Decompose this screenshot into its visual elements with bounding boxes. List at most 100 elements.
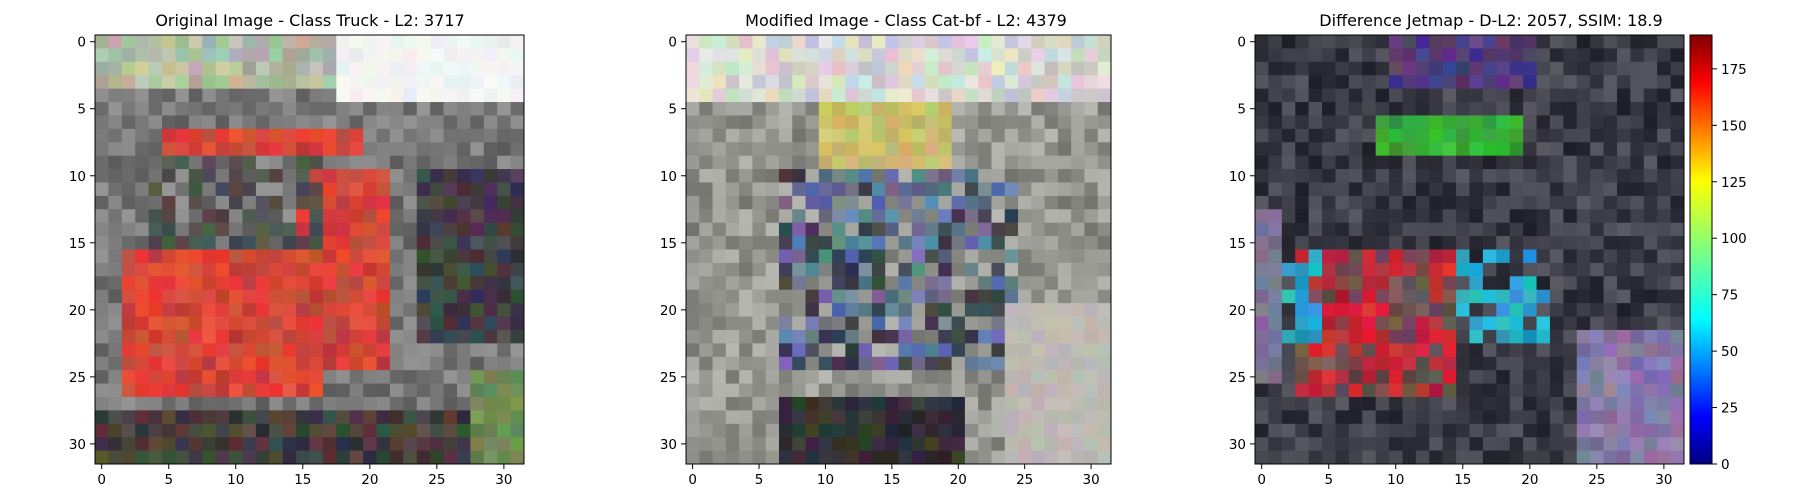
pixel-cell [925, 289, 939, 304]
pixel-cell [964, 102, 979, 116]
pixel-cell [162, 410, 176, 425]
pixel-cell [443, 329, 458, 344]
pixel-cell [269, 195, 284, 210]
pixel-cell [1362, 182, 1377, 197]
pixel-cell [1429, 316, 1444, 331]
pixel-cell [1670, 437, 1685, 452]
pixel-cell [1322, 102, 1336, 116]
pixel-cell [1643, 396, 1658, 411]
pixel-cell [456, 450, 471, 465]
pixel-cell [1469, 410, 1484, 425]
pixel-cell [229, 370, 243, 385]
pixel-cell [1603, 423, 1618, 438]
pixel-cell [510, 303, 525, 318]
pixel-cell [805, 249, 820, 264]
pixel-cell [336, 128, 351, 143]
pixel-cell [148, 410, 163, 425]
pixel-cell [739, 35, 753, 49]
pixel-cell [309, 450, 324, 465]
pixel-cell [1630, 370, 1645, 385]
pixel-cell [1362, 195, 1377, 210]
pixel-cell [898, 236, 913, 250]
pixel-cell [699, 410, 714, 425]
pixel-cell [497, 329, 512, 344]
pixel-cell [1442, 343, 1457, 358]
pixel-cell [188, 289, 203, 304]
pixel-cell [1295, 303, 1310, 318]
pixel-cell [1603, 182, 1618, 197]
pixel-cell [1308, 209, 1323, 224]
pixel-cell [792, 61, 807, 76]
pixel-cell [470, 102, 485, 116]
pixel-cell [1044, 222, 1059, 237]
pixel-cell [1322, 356, 1336, 371]
pixel-cell [1348, 61, 1363, 76]
pixel-cell [1004, 329, 1019, 344]
pixel-cell [1429, 128, 1444, 143]
pixel-cell [1563, 155, 1578, 170]
pixel-cell [898, 276, 913, 291]
pixel-cell [1295, 249, 1310, 264]
pixel-cell [1563, 383, 1578, 398]
pixel-cell [296, 155, 310, 170]
pixel-cell [978, 169, 992, 183]
pixel-cell [470, 115, 485, 130]
pixel-cell [1281, 128, 1296, 143]
pixel-cell [1362, 303, 1377, 318]
pixel-cell [805, 289, 820, 304]
pixel-cell [188, 35, 203, 49]
pixel-cell [778, 61, 793, 76]
pixel-cell [282, 35, 297, 49]
pixel-cell [1255, 236, 1269, 250]
pixel-cell [510, 115, 525, 130]
pixel-cell [1322, 370, 1336, 385]
pixel-cell [1255, 128, 1269, 143]
pixel-cell [1375, 169, 1390, 183]
pixel-cell [898, 48, 913, 63]
pixel-cell [725, 115, 740, 130]
pixel-cell [416, 383, 431, 398]
pixel-cell [336, 370, 351, 385]
pixel-cell [403, 169, 418, 183]
pixel-cell [1630, 195, 1645, 210]
pixel-cell [322, 222, 337, 237]
x-tick-label: 25 [1588, 472, 1605, 488]
pixel-cell [858, 303, 873, 318]
pixel-cell [1536, 115, 1551, 130]
pixel-cell [1389, 410, 1403, 425]
pixel-cell [349, 48, 364, 63]
pixel-cell [686, 343, 700, 358]
pixel-cell [296, 316, 310, 331]
pixel-cell [416, 155, 431, 170]
pixel-cell [792, 450, 807, 465]
pixel-cell [739, 169, 753, 183]
pixel-cell [725, 88, 740, 103]
pixel-cell [510, 450, 525, 465]
pixel-cell [403, 236, 418, 250]
pixel-cell [1362, 262, 1377, 277]
pixel-cell [1590, 329, 1605, 344]
pixel-cell [699, 249, 714, 264]
pixel-cell [1389, 276, 1403, 291]
pixel-cell [430, 102, 445, 116]
pixel-cell [121, 182, 136, 197]
pixel-cell [322, 61, 337, 76]
pixel-cell [765, 262, 780, 277]
pixel-cell [805, 450, 820, 465]
pixel-cell [1044, 128, 1059, 143]
pixel-cell [430, 222, 445, 237]
pixel-cell [1536, 249, 1551, 264]
pixel-cell [242, 169, 257, 183]
pixel-cell [121, 61, 136, 76]
pixel-cell [1415, 195, 1430, 210]
pixel-cell [1523, 155, 1538, 170]
pixel-cell [269, 169, 284, 183]
pixel-cell [483, 102, 498, 116]
pixel-cell [686, 169, 700, 183]
pixel-cell [416, 102, 431, 116]
pixel-cell [1031, 88, 1046, 103]
pixel-cell [818, 222, 833, 237]
pixel-cell [443, 195, 458, 210]
pixel-cell [456, 182, 471, 197]
pixel-cell [1643, 249, 1658, 264]
